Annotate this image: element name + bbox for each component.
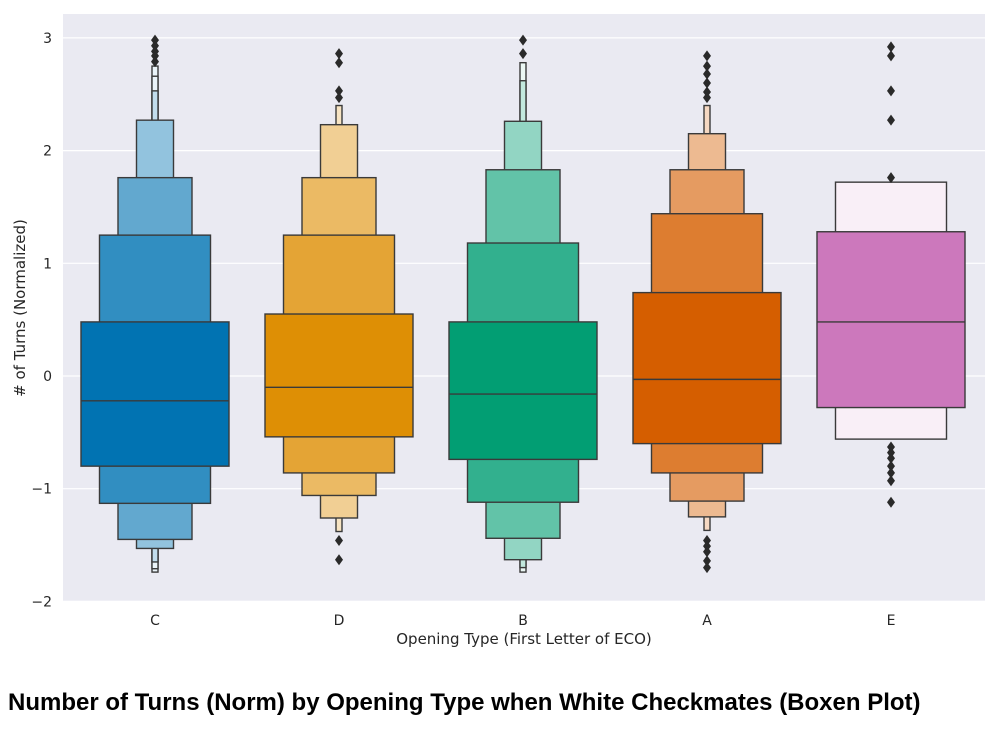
outlier-point (887, 467, 895, 479)
outlier-point (887, 447, 895, 459)
tick-labels: −2 −1 0 1 2 3 C D B A E (31, 31, 895, 629)
boxen-boxes (80, 34, 966, 574)
x-tick-label: E (887, 613, 896, 629)
outlier-point (703, 562, 711, 574)
outlier-point (887, 50, 895, 62)
outlier-point (703, 535, 711, 547)
box-group-A (632, 50, 782, 574)
outlier-point (335, 48, 343, 60)
outlier-point (703, 555, 711, 567)
box-group-D (264, 48, 414, 566)
y-tick-label: −1 (31, 482, 52, 498)
outlier-point (887, 172, 895, 184)
outlier-point (887, 460, 895, 472)
outlier-point (151, 56, 159, 68)
outlier-point (703, 546, 711, 558)
outlier-point (887, 496, 895, 508)
y-tick-label: −2 (31, 594, 52, 610)
outlier-point (887, 41, 895, 53)
chart-title: Number of Turns (Norm) by Opening Type w… (8, 689, 921, 716)
y-axis-label: # of Turns (Normalized) (11, 219, 29, 397)
outlier-point (151, 45, 159, 57)
outlier-point (703, 60, 711, 72)
box-group-B (448, 34, 598, 573)
box-level-1 (816, 231, 966, 409)
outlier-point (887, 475, 895, 487)
y-tick-label: 3 (43, 31, 52, 47)
box-level-1 (448, 321, 598, 461)
y-tick-label: 0 (43, 369, 52, 385)
box-level-1 (264, 313, 414, 438)
outlier-point (151, 34, 159, 46)
outlier-point (335, 535, 343, 547)
x-tick-label: C (150, 613, 160, 629)
x-tick-label: A (702, 613, 712, 629)
outlier-point (335, 92, 343, 104)
box-level-1 (80, 321, 230, 467)
outlier-point (887, 114, 895, 126)
y-tick-label: 2 (43, 144, 52, 160)
outlier-point (887, 85, 895, 97)
outlier-point (335, 57, 343, 69)
outlier-point (703, 86, 711, 98)
outlier-point (519, 48, 527, 60)
outlier-point (519, 34, 527, 46)
box-group-C (80, 34, 230, 573)
box-level-1 (632, 291, 782, 445)
x-axis-label: Opening Type (First Letter of ECO) (396, 630, 652, 648)
boxen-chart: −2 −1 0 1 2 3 C D B A E Opening Type (First Letter… (11, 14, 985, 648)
outlier-point (887, 452, 895, 464)
outlier-point (151, 40, 159, 52)
outlier-point (703, 77, 711, 89)
x-tick-label: B (518, 613, 528, 629)
outlier-point (703, 92, 711, 104)
outlier-point (703, 68, 711, 80)
outlier-point (887, 441, 895, 453)
box-group-E (816, 41, 966, 508)
outlier-point (703, 540, 711, 552)
outlier-point (703, 50, 711, 62)
y-tick-label: 1 (43, 256, 52, 272)
x-tick-label: D (334, 613, 345, 629)
outlier-point (335, 554, 343, 566)
outlier-point (335, 85, 343, 97)
